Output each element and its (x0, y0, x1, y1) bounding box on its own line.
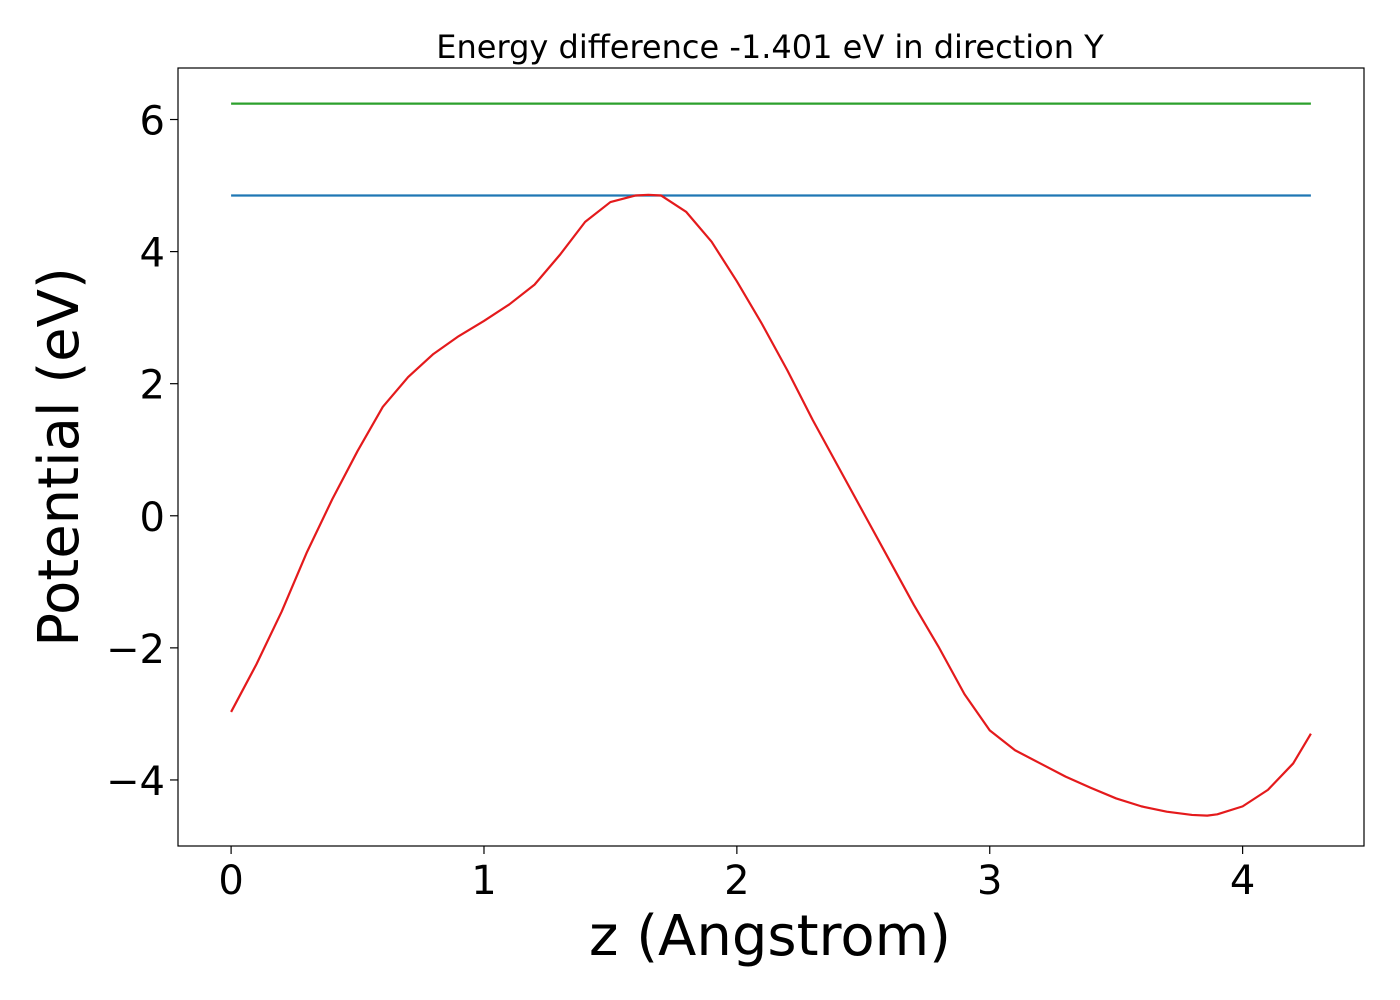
y-tick-label: 6 (140, 99, 165, 145)
plot-area (177, 67, 1365, 847)
x-tick-label: 1 (471, 858, 496, 904)
x-axis: 0 1 2 3 4 (218, 846, 1255, 904)
series-layer (230, 102, 1312, 817)
x-tick-label: 4 (1230, 858, 1255, 904)
y-axis: −4 −2 0 2 4 6 (106, 99, 178, 805)
series-line-2 (230, 193, 1312, 817)
y-tick-label: −2 (106, 627, 165, 673)
y-tick-label: 2 (140, 363, 165, 409)
y-tick-label: −4 (106, 759, 165, 805)
x-tick-label: 0 (218, 858, 243, 904)
x-tick-label: 3 (977, 858, 1002, 904)
plot-frame (177, 67, 1365, 847)
y-tick-label: 4 (140, 231, 165, 277)
y-axis-label: Potential (eV) (27, 267, 92, 647)
chart-title: Energy difference -1.401 eV in direction… (436, 28, 1104, 66)
y-tick-label: 0 (140, 495, 165, 541)
x-tick-label: 2 (724, 858, 749, 904)
x-axis-label: z (Angstrom) (589, 904, 951, 969)
